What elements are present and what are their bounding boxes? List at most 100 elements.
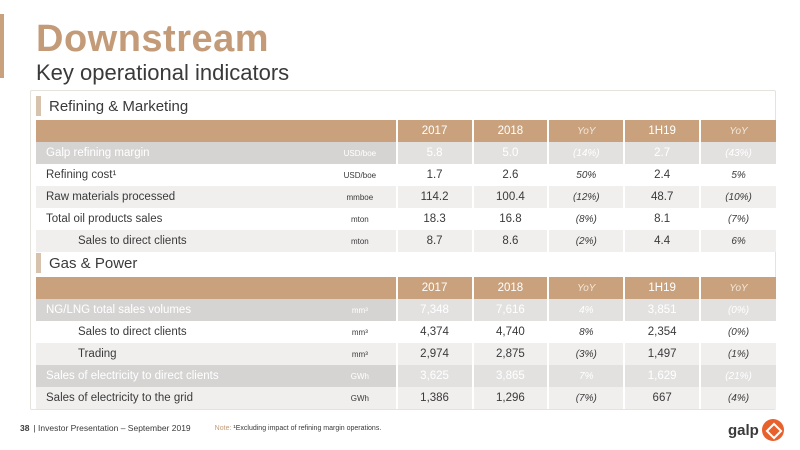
value-2018: 3,865 <box>471 365 549 387</box>
value-yoy: (12%) <box>547 186 625 208</box>
value-2018: 5.0 <box>471 142 549 164</box>
galp-logo: galp <box>728 418 784 442</box>
table-row: Sales to direct clients mm³ 4,374 4,740 … <box>36 321 776 343</box>
value-2017: 2,974 <box>395 343 473 365</box>
value-1h19: 1,629 <box>623 365 701 387</box>
table-row: Sales of electricity to direct clients G… <box>36 365 776 387</box>
table-row: Galp refining margin USD/boe 5.8 5.0 (14… <box>36 142 776 164</box>
value-1h19: 3,851 <box>623 299 701 321</box>
section-marker <box>36 96 41 116</box>
column-header: YoY <box>547 120 625 142</box>
value-1h19: 667 <box>623 387 701 409</box>
page-subtitle: Key operational indicators <box>36 60 290 85</box>
row-label: Sales to direct clients <box>36 230 325 252</box>
row-unit: mton <box>324 230 397 252</box>
value-yoy: 7% <box>547 365 625 387</box>
title-accent-bar <box>0 14 4 78</box>
value-2018: 1,296 <box>471 387 549 409</box>
row-unit: mmboe <box>324 186 397 208</box>
section-label: Refining & Marketing <box>49 97 189 115</box>
value-yoy: (8%) <box>547 208 625 230</box>
value-yoy: 6% <box>699 230 776 252</box>
galp-logo-icon <box>761 419 784 441</box>
value-yoy: (43%) <box>699 142 776 164</box>
column-header: 2018 <box>471 277 549 299</box>
value-1h19: 2.7 <box>623 142 701 164</box>
value-yoy: (3%) <box>547 343 625 365</box>
column-header: 2017 <box>395 120 473 142</box>
page-title: Downstream <box>36 18 270 60</box>
value-1h19: 2,354 <box>623 321 701 343</box>
section-label: Gas & Power <box>49 254 138 272</box>
value-2018: 8.6 <box>471 230 549 252</box>
table-row: NG/LNG total sales volumes mm³ 7,348 7,6… <box>36 299 776 321</box>
value-yoy: 8% <box>547 321 625 343</box>
table-header-row: 2017 2018 YoY 1H19 YoY <box>36 120 776 142</box>
row-unit: mm³ <box>324 321 397 343</box>
footnote: ¹Excluding impact of refining margin ope… <box>233 424 382 432</box>
value-2018: 2,875 <box>471 343 549 365</box>
row-label: Raw materials processed <box>36 186 325 208</box>
value-2017: 4,374 <box>395 321 473 343</box>
row-label: Sales to direct clients <box>36 321 325 343</box>
refining-marketing-table: 2017 2018 YoY 1H19 YoY Galp refining mar… <box>36 120 776 252</box>
value-2017: 7,348 <box>395 299 473 321</box>
table-row: Raw materials processed mmboe 114.2 100.… <box>36 186 776 208</box>
column-header: 1H19 <box>623 277 701 299</box>
value-1h19: 48.7 <box>623 186 701 208</box>
row-label: NG/LNG total sales volumes <box>36 299 325 321</box>
value-2018: 100.4 <box>471 186 549 208</box>
value-yoy: (10%) <box>699 186 776 208</box>
table-row: Total oil products sales mton 18.3 16.8 … <box>36 208 776 230</box>
value-yoy: 5% <box>699 164 776 186</box>
value-2018: 7,616 <box>471 299 549 321</box>
row-label: Total oil products sales <box>36 208 325 230</box>
value-2017: 18.3 <box>395 208 473 230</box>
value-yoy: 50% <box>547 164 625 186</box>
value-yoy: (1%) <box>699 343 776 365</box>
value-2017: 1,386 <box>395 387 473 409</box>
column-header: YoY <box>699 120 776 142</box>
column-header: 1H19 <box>623 120 701 142</box>
column-header: YoY <box>547 277 625 299</box>
row-label: Refining cost¹ <box>36 164 325 186</box>
footer-text: | Investor Presentation – September 2019 <box>33 423 191 433</box>
value-yoy: (7%) <box>547 387 625 409</box>
column-header: 2017 <box>395 277 473 299</box>
row-unit: mm³ <box>324 299 397 321</box>
value-1h19: 2.4 <box>623 164 701 186</box>
value-2018: 2.6 <box>471 164 549 186</box>
column-header: YoY <box>699 277 776 299</box>
page-number: 38 <box>20 423 30 433</box>
value-2017: 3,625 <box>395 365 473 387</box>
section-header-gas-power: Gas & Power <box>36 251 137 275</box>
row-unit: GWh <box>324 365 397 387</box>
value-yoy: (14%) <box>547 142 625 164</box>
row-label: Sales of electricity to the grid <box>36 387 325 409</box>
row-unit: USD/boe <box>324 164 397 186</box>
row-label: Trading <box>36 343 325 365</box>
table-header-row: 2017 2018 YoY 1H19 YoY <box>36 277 776 299</box>
row-unit: GWh <box>324 387 397 409</box>
column-header: 2018 <box>471 120 549 142</box>
table-row: Sales of electricity to the grid GWh 1,3… <box>36 387 776 409</box>
value-yoy: 4% <box>547 299 625 321</box>
value-yoy: (4%) <box>699 387 776 409</box>
row-unit: mm³ <box>324 343 397 365</box>
value-yoy: (7%) <box>699 208 776 230</box>
value-2017: 8.7 <box>395 230 473 252</box>
value-2018: 4,740 <box>471 321 549 343</box>
value-yoy: (0%) <box>699 321 776 343</box>
value-1h19: 8.1 <box>623 208 701 230</box>
value-yoy: (0%) <box>699 299 776 321</box>
note-label: Note: <box>214 424 232 432</box>
footer: 38 | Investor Presentation – September 2… <box>20 423 381 433</box>
row-label: Galp refining margin <box>36 142 325 164</box>
value-yoy: (21%) <box>699 365 776 387</box>
table-row: Sales to direct clients mton 8.7 8.6 (2%… <box>36 230 776 252</box>
value-2017: 114.2 <box>395 186 473 208</box>
section-header-refining-marketing: Refining & Marketing <box>36 94 188 118</box>
gas-power-table: 2017 2018 YoY 1H19 YoY NG/LNG total sale… <box>36 277 776 409</box>
value-1h19: 4.4 <box>623 230 701 252</box>
section-marker <box>36 253 41 273</box>
